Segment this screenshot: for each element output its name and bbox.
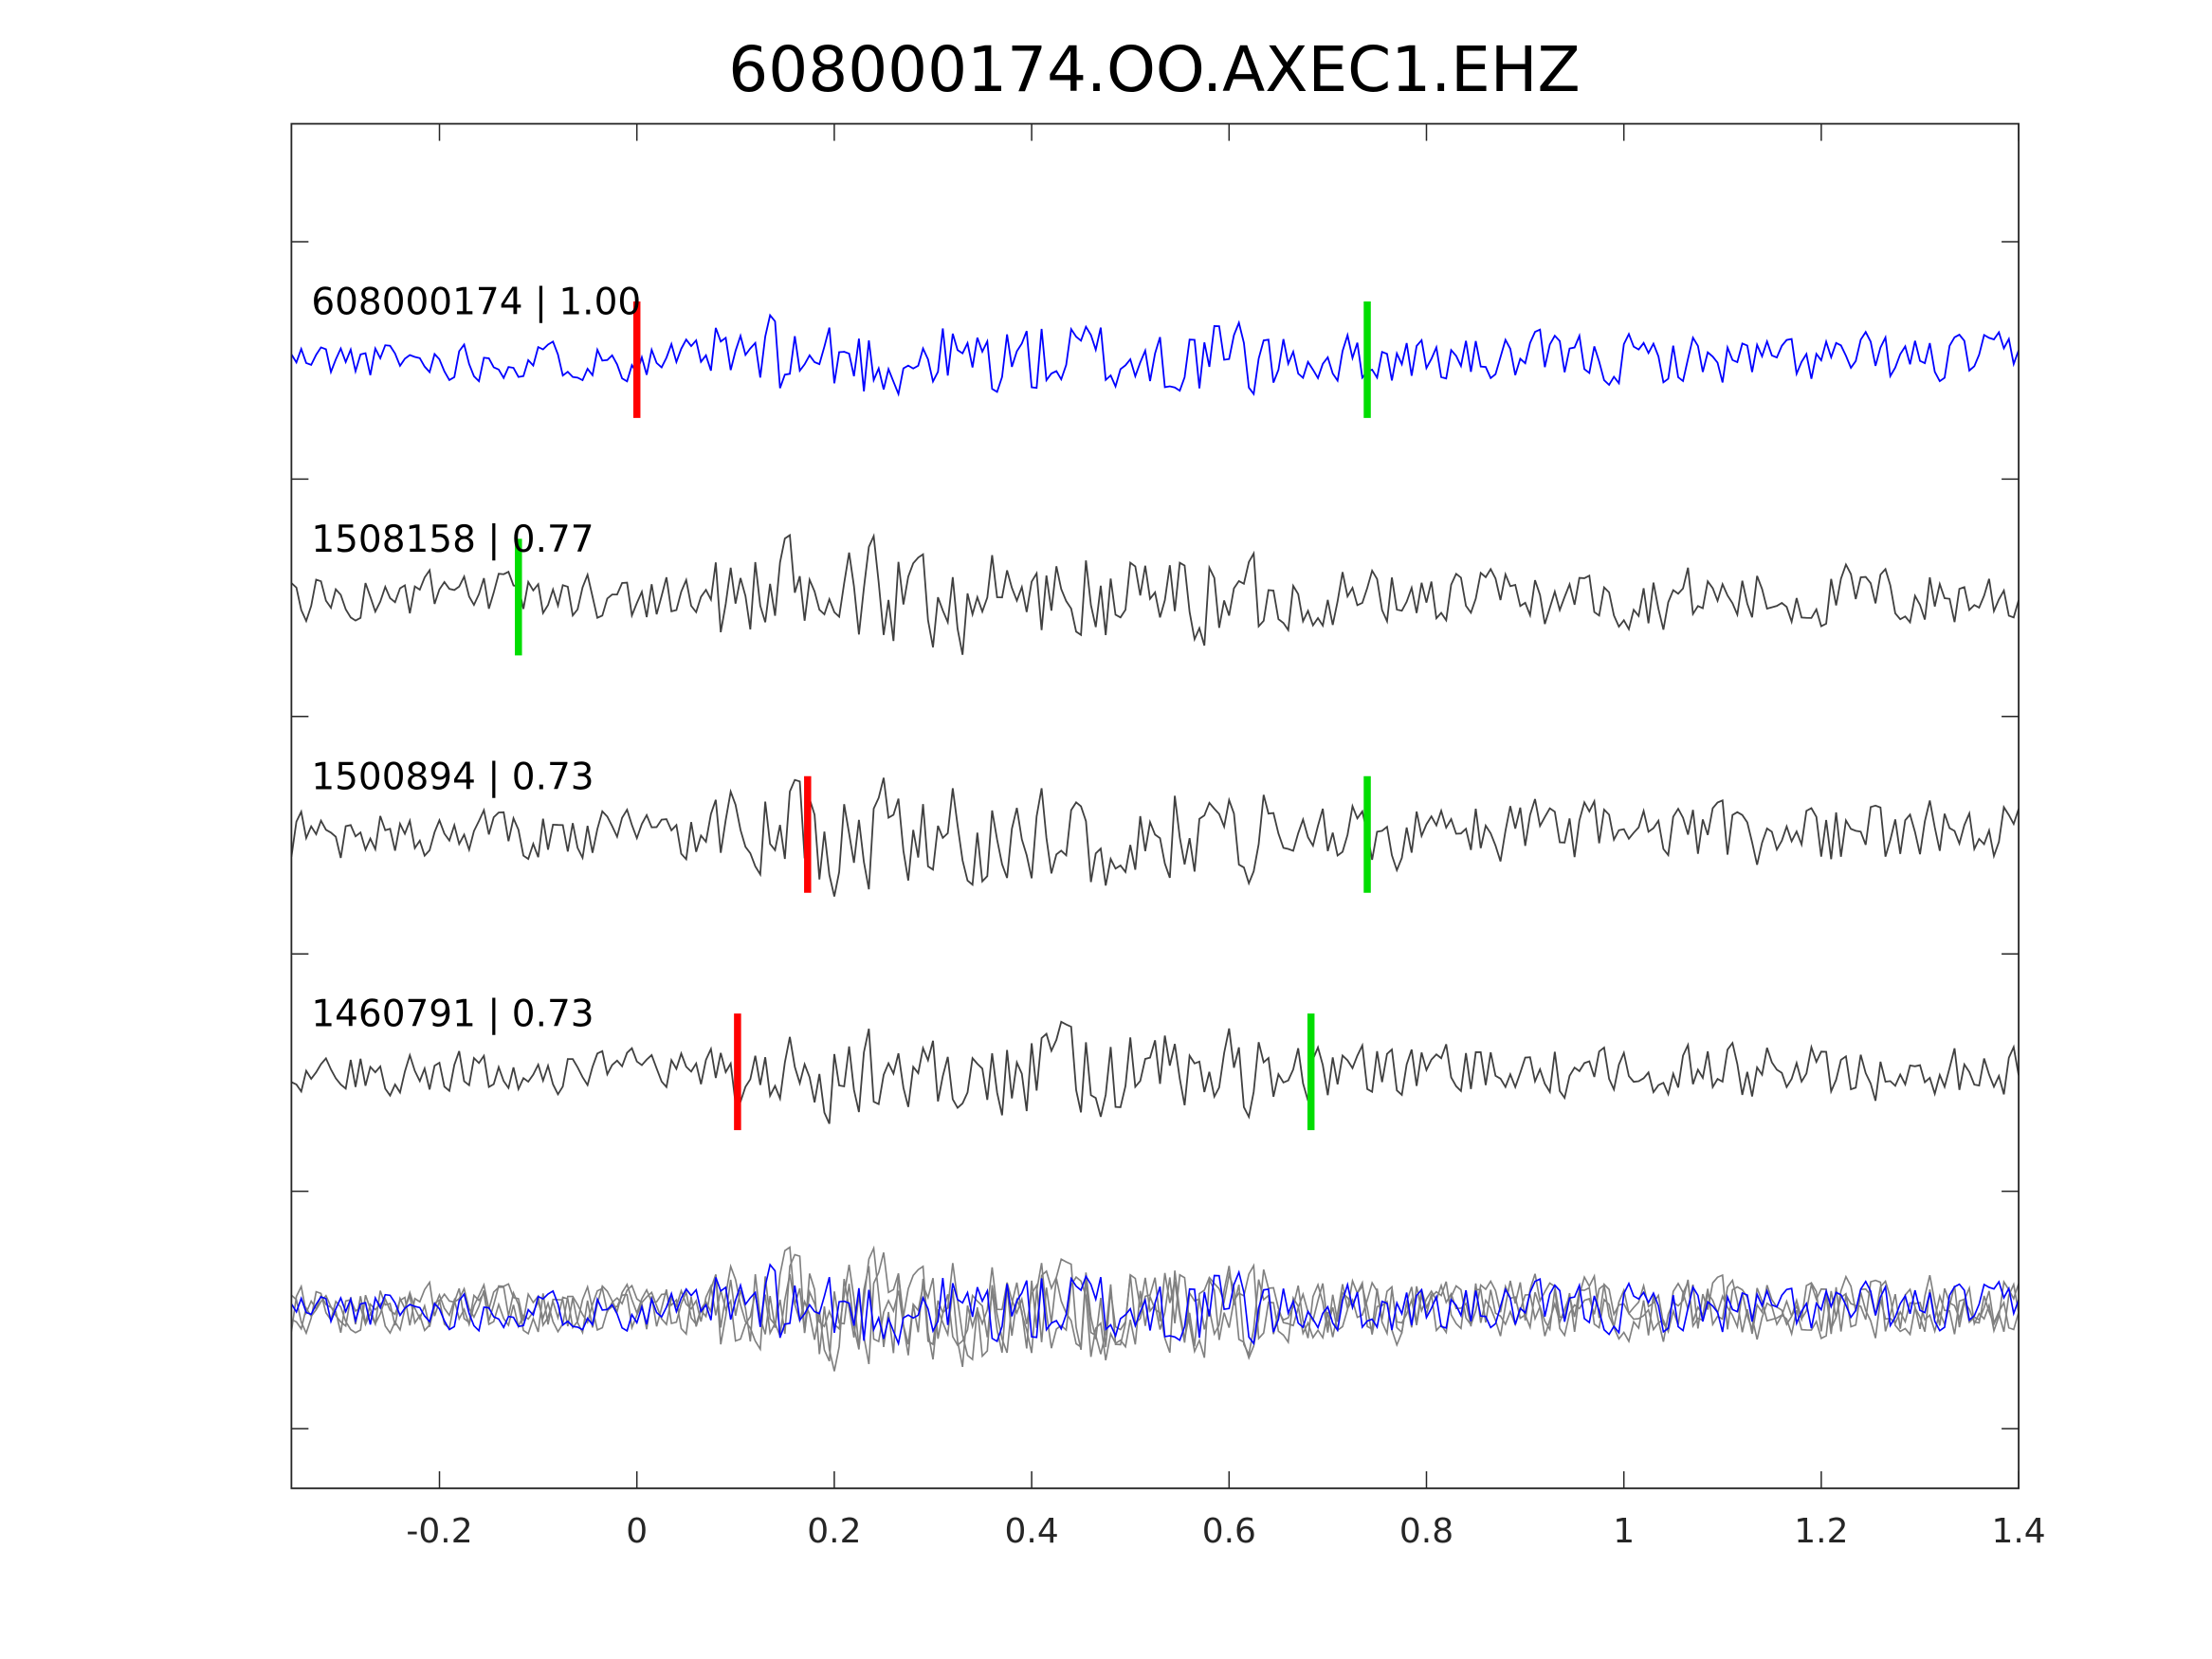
trace-608000174 — [290, 313, 2020, 397]
x-tick-label: -0.2 — [406, 1512, 472, 1551]
axis-ticks: -0.2 0 0.2 0.4 0.6 0.8 1 1.2 1.4 — [291, 123, 2046, 1551]
trace-label: 1500894 | 0.73 — [311, 756, 594, 798]
axes-box — [290, 122, 2020, 1489]
trace-1460791 — [290, 1020, 2020, 1124]
x-tick-label: 0 — [626, 1512, 648, 1551]
trace-label: 1508158 | 0.77 — [311, 519, 594, 561]
stack-trace-1460791 — [291, 1258, 2020, 1362]
trace-label: 608000174 | 1.00 — [311, 281, 641, 323]
trace-1508158 — [290, 533, 2020, 655]
x-tick-label: 0.8 — [1399, 1512, 1453, 1551]
stack-trace-1500894 — [290, 1252, 2020, 1372]
x-tick-label: 0.6 — [1202, 1512, 1256, 1551]
x-tick-label: 0.4 — [1005, 1512, 1059, 1551]
trace-label: 1460791 | 0.73 — [311, 994, 594, 1036]
stack-trace-608000174 — [290, 1263, 2020, 1347]
trace-1500894 — [290, 777, 2020, 897]
x-tick-label: 1 — [1613, 1512, 1635, 1551]
plot-area: 608000174 | 1.00 1508158 | 0.77 1500894 | … — [290, 281, 2020, 1372]
x-tick-label: 0.2 — [807, 1512, 861, 1551]
x-tick-label: 1.2 — [1794, 1512, 1848, 1551]
x-tick-label: 1.4 — [1991, 1512, 2045, 1551]
chart-title: 608000174.OO.AXEC1.EHZ — [728, 33, 1580, 106]
